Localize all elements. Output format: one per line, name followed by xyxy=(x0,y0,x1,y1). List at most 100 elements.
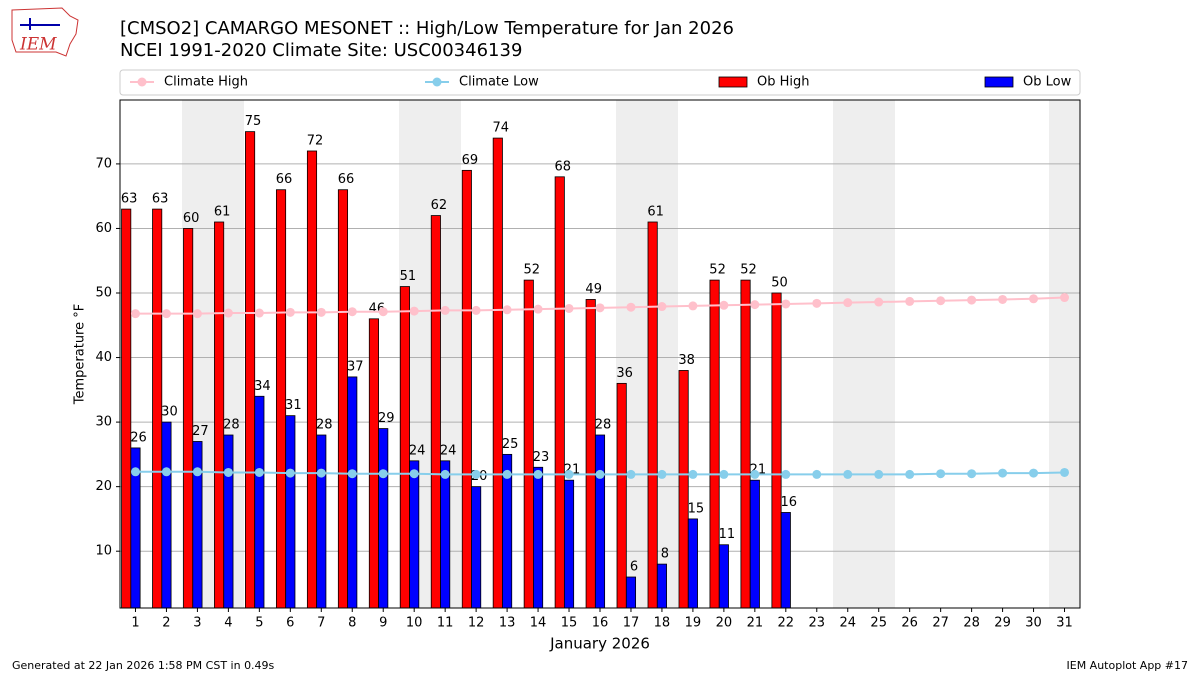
bar xyxy=(214,221,225,609)
x-tick-label: 29 xyxy=(994,616,1011,631)
legend-label: Climate Low xyxy=(459,75,539,90)
data-label: 28 xyxy=(223,418,240,433)
line-marker xyxy=(378,469,388,479)
data-label: 61 xyxy=(214,204,231,219)
line-marker xyxy=(161,309,171,319)
weekend-band xyxy=(1049,100,1080,608)
data-label: 24 xyxy=(409,443,426,458)
data-label: 31 xyxy=(285,398,302,413)
x-tick-label: 2 xyxy=(162,616,170,631)
bar xyxy=(771,292,782,609)
bar xyxy=(347,376,358,609)
data-label: 23 xyxy=(533,450,550,465)
line-marker xyxy=(502,469,512,479)
chart-subtitle: NCEI 1991-2020 Climate Site: USC00346139 xyxy=(120,40,522,61)
data-label: 52 xyxy=(524,263,541,278)
line-marker xyxy=(812,469,822,479)
data-label: 16 xyxy=(781,495,798,510)
data-label: 6 xyxy=(630,560,638,575)
x-tick-label: 3 xyxy=(193,616,201,631)
x-tick-label: 7 xyxy=(317,616,325,631)
line-marker xyxy=(626,302,636,312)
legend-label: Ob Low xyxy=(1023,75,1072,90)
line-marker xyxy=(595,469,605,479)
line-marker xyxy=(502,305,512,315)
line-marker xyxy=(843,298,853,308)
line-marker xyxy=(285,307,295,317)
line-marker xyxy=(595,303,605,313)
data-label: 66 xyxy=(276,172,293,187)
line-marker xyxy=(874,297,884,307)
line-marker xyxy=(564,469,574,479)
bar xyxy=(554,176,565,609)
line-marker xyxy=(936,469,946,479)
bar xyxy=(461,169,472,609)
legend-marker xyxy=(137,77,147,87)
line-marker xyxy=(688,469,698,479)
x-tick-label: 24 xyxy=(839,616,856,631)
line-marker xyxy=(192,309,202,319)
bar xyxy=(306,150,318,609)
x-tick-label: 10 xyxy=(406,616,423,631)
data-label: 72 xyxy=(307,133,324,148)
y-tick-label: 60 xyxy=(95,221,112,236)
data-label: 36 xyxy=(616,366,633,381)
data-label: 60 xyxy=(183,211,200,226)
line-marker xyxy=(781,299,791,309)
bar xyxy=(709,279,720,609)
line-marker xyxy=(657,469,667,479)
line-marker xyxy=(1060,467,1070,477)
line-marker xyxy=(471,305,481,315)
bar xyxy=(616,382,627,609)
data-label: 68 xyxy=(554,159,571,174)
line-marker xyxy=(843,469,853,479)
line-marker xyxy=(316,468,326,478)
line-marker xyxy=(285,468,295,478)
line-marker xyxy=(1029,468,1039,478)
x-tick-label: 1 xyxy=(131,616,139,631)
y-tick-label: 30 xyxy=(95,415,112,430)
data-label: 50 xyxy=(771,276,788,291)
bar xyxy=(183,228,194,609)
x-tick-label: 27 xyxy=(932,616,949,631)
x-tick-label: 14 xyxy=(530,616,547,631)
bar xyxy=(563,479,575,609)
bar xyxy=(121,208,132,609)
bar xyxy=(471,486,482,609)
line-marker xyxy=(750,300,760,310)
line-marker xyxy=(347,307,357,317)
data-label: 63 xyxy=(121,192,138,207)
bar xyxy=(585,299,596,609)
bar xyxy=(254,395,265,609)
legend-box xyxy=(119,69,1081,96)
bar xyxy=(625,576,637,609)
legend-marker xyxy=(432,77,442,87)
x-tick-label: 28 xyxy=(963,616,980,631)
line-marker xyxy=(719,469,729,479)
data-label: 61 xyxy=(647,204,664,219)
data-label: 8 xyxy=(661,547,669,562)
bar xyxy=(440,460,451,609)
x-tick-label: 18 xyxy=(654,616,671,631)
y-tick-label: 70 xyxy=(95,156,112,171)
line-marker xyxy=(874,469,884,479)
line-marker xyxy=(130,467,140,477)
bar xyxy=(223,434,234,609)
x-tick-label: 9 xyxy=(379,616,387,631)
line-marker xyxy=(130,309,140,319)
bar xyxy=(245,131,256,609)
line-marker xyxy=(440,305,450,315)
line-marker xyxy=(254,467,264,477)
x-tick-label: 17 xyxy=(623,616,640,631)
line-marker xyxy=(254,308,264,318)
data-label: 69 xyxy=(462,153,479,168)
line-marker xyxy=(936,296,946,306)
data-label: 52 xyxy=(709,263,726,278)
legend-label: Climate High xyxy=(164,75,248,90)
bar xyxy=(687,518,698,609)
y-axis-label: Temperature °F xyxy=(73,304,88,405)
x-tick-label: 31 xyxy=(1056,616,1073,631)
data-label: 63 xyxy=(152,192,169,207)
bar xyxy=(430,215,441,609)
line-marker xyxy=(998,468,1008,478)
